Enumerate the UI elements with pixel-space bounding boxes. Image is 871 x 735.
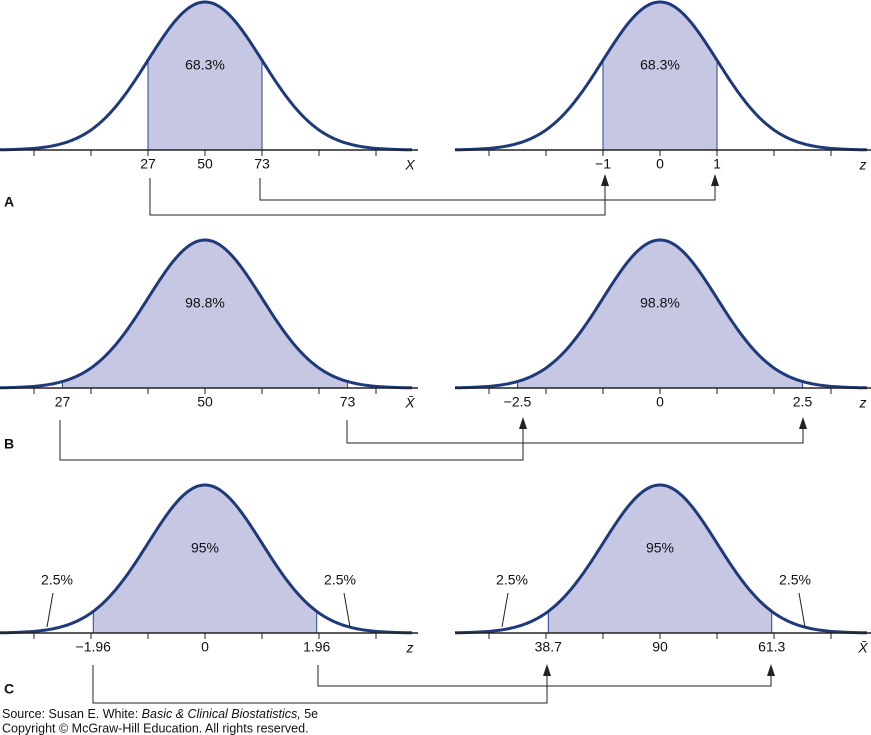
connector	[59, 420, 524, 461]
copyright: Copyright © McGraw-Hill Education. All r…	[2, 721, 309, 735]
tick-label: −1.96	[76, 639, 112, 655]
arrowhead	[543, 664, 551, 676]
axis-label: z	[859, 157, 867, 173]
connectors	[59, 178, 804, 704]
shaded-area	[93, 485, 317, 633]
panel-letter: C	[4, 681, 14, 697]
leader	[798, 592, 806, 628]
tick-label: 1	[713, 156, 721, 172]
curve	[0, 0, 412, 152]
panel-letter: A	[4, 194, 14, 210]
tick-label: 90	[652, 639, 668, 655]
connector	[149, 178, 606, 216]
shaded-area	[148, 2, 262, 150]
tick-label: 0	[656, 156, 664, 172]
tail-label: 2.5%	[41, 572, 73, 588]
curve	[454, 0, 867, 152]
tick-label: −1	[595, 156, 611, 172]
tail-label: 2.5%	[324, 572, 356, 588]
shaded-area	[62, 240, 348, 388]
area-label: 68.3%	[185, 57, 225, 73]
connector	[346, 420, 804, 444]
axis-label: X̄	[857, 640, 868, 656]
tick-label: 27	[140, 156, 156, 172]
tail-label: 2.5%	[496, 572, 528, 588]
tick-label: 0	[656, 394, 664, 410]
curve	[0, 238, 412, 390]
panel-letter: B	[4, 436, 14, 452]
arrowhead	[601, 174, 609, 186]
tick-label: 38.7	[535, 639, 562, 655]
area-label: 95%	[191, 540, 219, 556]
connector	[92, 665, 548, 704]
tick-label: 1.96	[303, 639, 330, 655]
leader	[343, 592, 351, 628]
area-label: 68.3%	[640, 57, 680, 73]
tick-label: 73	[254, 156, 270, 172]
arrowhead	[767, 664, 775, 676]
connector	[259, 178, 716, 201]
tick-label: 0	[201, 639, 209, 655]
shaded-area	[548, 485, 772, 633]
axis-label: X̄	[404, 395, 415, 411]
tick-label: 61.3	[758, 639, 785, 655]
leader	[46, 592, 54, 628]
curve	[0, 483, 412, 635]
source-prefix: Source: Susan E. White:	[2, 707, 142, 721]
tick-label: 2.5	[793, 394, 813, 410]
axis-label: X	[404, 157, 415, 173]
tail-label: 2.5%	[779, 572, 811, 588]
source: Source: Susan E. White: Basic & Clinical…	[2, 707, 318, 721]
source-suffix: 5e	[301, 707, 318, 721]
arrowheads	[519, 174, 807, 676]
curve	[454, 483, 867, 635]
tick-label: −2.5	[504, 394, 532, 410]
shaded-area	[603, 2, 717, 150]
connector	[317, 665, 772, 687]
tick-label: 73	[340, 394, 356, 410]
area-label: 98.8%	[185, 295, 225, 311]
area-label: 95%	[646, 540, 674, 556]
tick-label: 50	[197, 156, 213, 172]
arrowhead	[519, 417, 527, 429]
axis-label: z	[406, 640, 414, 656]
source-book: Basic & Clinical Biostatistics,	[142, 707, 301, 721]
area-label: 98.8%	[640, 295, 680, 311]
tick-label: 50	[197, 394, 213, 410]
curve	[454, 238, 867, 390]
shaded-area	[517, 240, 803, 388]
arrowhead	[711, 174, 719, 186]
axis-label: z	[859, 395, 867, 411]
arrowhead	[799, 417, 807, 429]
tick-label: 27	[55, 394, 71, 410]
leader	[501, 592, 509, 628]
